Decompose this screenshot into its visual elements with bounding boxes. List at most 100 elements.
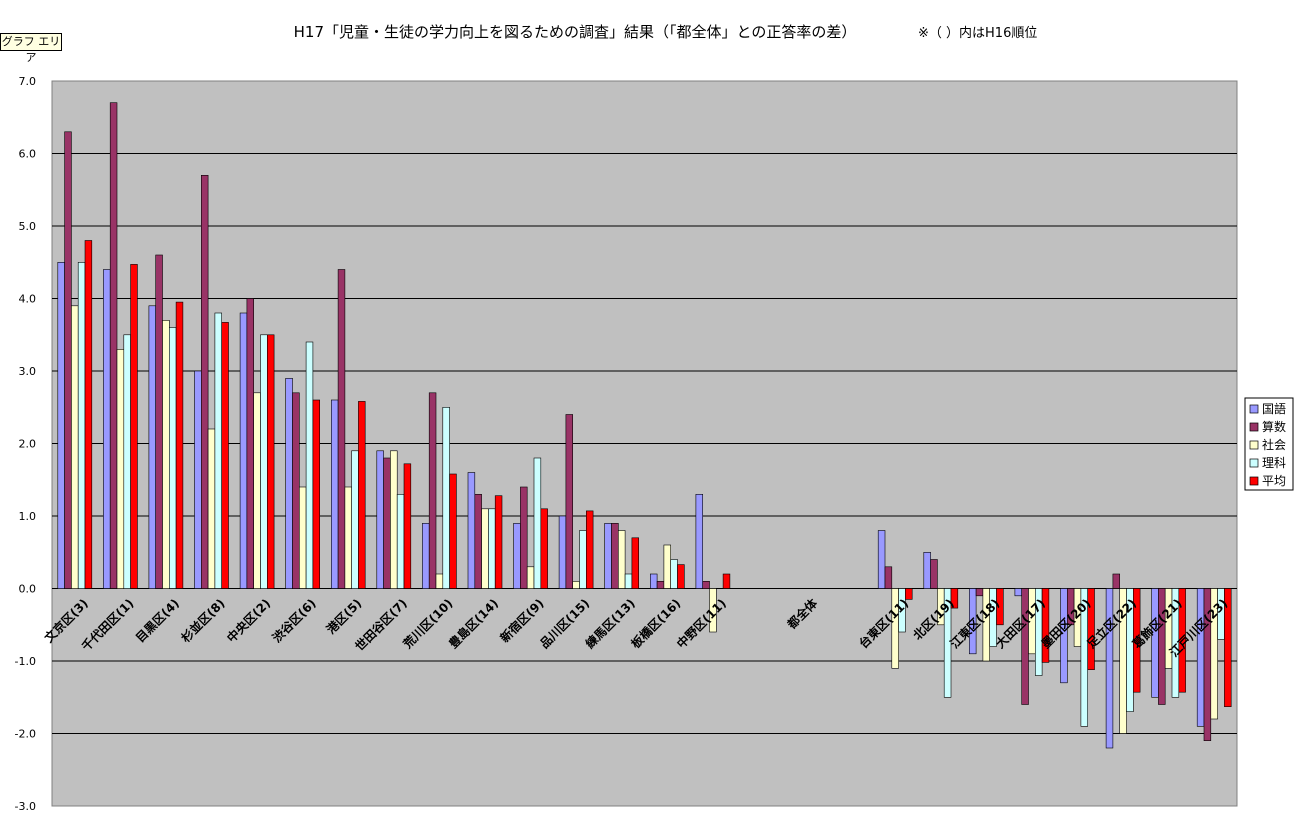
bar-社会-9 [481,508,489,589]
bar-平均-19 [950,588,959,609]
bar-平均-1 [130,264,138,589]
legend-label: 平均 [1262,474,1286,488]
legend-swatch [1249,422,1259,432]
y-tick-label: 6.0 [19,148,37,161]
bar-算数-3 [201,175,209,589]
bar-理科-1 [123,334,131,589]
bar-平均-3 [221,322,229,589]
bar-社会-7 [390,450,398,589]
bar-算数-2 [155,254,163,589]
bar-社会-25 [1210,588,1218,720]
legend-swatch [1249,458,1259,468]
bar-理科-11 [579,530,587,589]
chart-note: ※（ ）内はH16順位 [918,25,1037,41]
bar-社会-0 [71,305,79,589]
chart-title: H17「児童・生徒の学力向上を図るための調査」結果（「都全体」との正答率の差） [294,23,857,41]
bar-平均-5 [312,399,320,589]
bar-理科-6 [351,450,359,589]
bar-平均-13 [677,564,685,589]
y-tick-label: -2.0 [15,728,36,741]
bar-平均-23 [1133,588,1141,693]
bar-平均-18 [905,588,913,600]
bar-平均-2 [175,301,184,589]
y-tick-label: 1.0 [19,510,37,523]
y-tick-label: 0.0 [19,583,37,596]
bar-国語-3 [194,370,202,589]
y-tick-label: 7.0 [19,75,37,88]
bar-国語-12 [604,522,612,589]
bar-平均-8 [449,473,457,589]
bar-国語-4 [239,312,248,589]
bar-社会-10 [526,566,535,589]
bar-算数-6 [337,269,346,589]
bar-国語-7 [376,450,384,589]
bar-国語-21 [1014,588,1023,597]
y-tick-label: -3.0 [15,800,36,813]
bar-社会-2 [162,319,170,589]
bar-国語-2 [148,305,156,589]
bar-国語-13 [649,573,658,589]
bar-理科-4 [260,334,268,589]
bar-平均-20 [996,588,1004,626]
bar-国語-0 [57,261,65,589]
bar-国語-19 [923,551,931,589]
bar-理科-12 [624,573,633,589]
bar-平均-14 [722,573,731,589]
bar-算数-9 [474,493,482,589]
bar-国語-10 [513,522,521,589]
bar-平均-10 [540,508,548,589]
legend-label: 国語 [1262,401,1286,416]
bar-国語-8 [422,522,430,589]
bar-国語-9 [467,472,476,589]
bar-理科-18 [898,588,906,633]
bar-算数-11 [565,414,574,589]
bar-社会-4 [253,392,261,589]
bar-理科-5 [305,341,314,589]
bar-社会-3 [207,428,216,589]
bar-算数-4 [246,298,254,589]
bar-理科-2 [169,327,177,589]
bar-算数-12 [611,522,619,589]
legend-swatch [1249,404,1259,414]
bar-国語-1 [103,269,111,589]
bar-理科-13 [670,559,678,589]
bar-国語-18 [877,530,886,589]
bar-算数-20 [975,588,984,597]
y-tick-label: 5.0 [19,220,37,233]
bar-平均-9 [494,495,503,589]
bar-平均-0 [84,240,93,589]
bar-平均-25 [1224,588,1232,707]
legend-swatch [1249,440,1259,450]
bar-国語-24 [1151,588,1159,698]
bar-社会-5 [298,486,307,589]
y-tick-label: 3.0 [19,365,37,378]
y-tick-label: 4.0 [19,293,37,306]
bar-算数-18 [884,566,893,589]
bar-理科-10 [533,457,542,589]
bar-理科-9 [488,508,496,589]
bar-国語-25 [1196,588,1205,727]
bar-国語-22 [1060,588,1068,684]
bar-社会-11 [572,580,580,589]
y-tick-label: 2.0 [19,438,37,451]
bar-算数-10 [520,486,528,589]
bar-算数-1 [109,102,118,589]
bar-算数-7 [383,457,391,589]
bar-国語-6 [330,399,339,589]
bar-社会-13 [663,544,672,589]
bar-国語-5 [285,377,293,589]
bar-算数-23 [1112,573,1121,589]
bar-国語-23 [1105,588,1114,749]
bar-理科-19 [943,588,952,698]
bar-理科-3 [214,312,222,589]
bar-社会-12 [617,530,626,589]
bar-平均-11 [585,510,594,589]
bar-平均-12 [631,537,640,589]
bar-平均-21 [1041,588,1050,663]
bar-平均-7 [403,463,412,589]
bar-社会-1 [116,348,125,589]
bar-算数-0 [64,131,72,589]
bar-社会-8 [435,573,444,589]
legend-swatch [1249,476,1259,486]
bar-平均-22 [1087,588,1095,670]
